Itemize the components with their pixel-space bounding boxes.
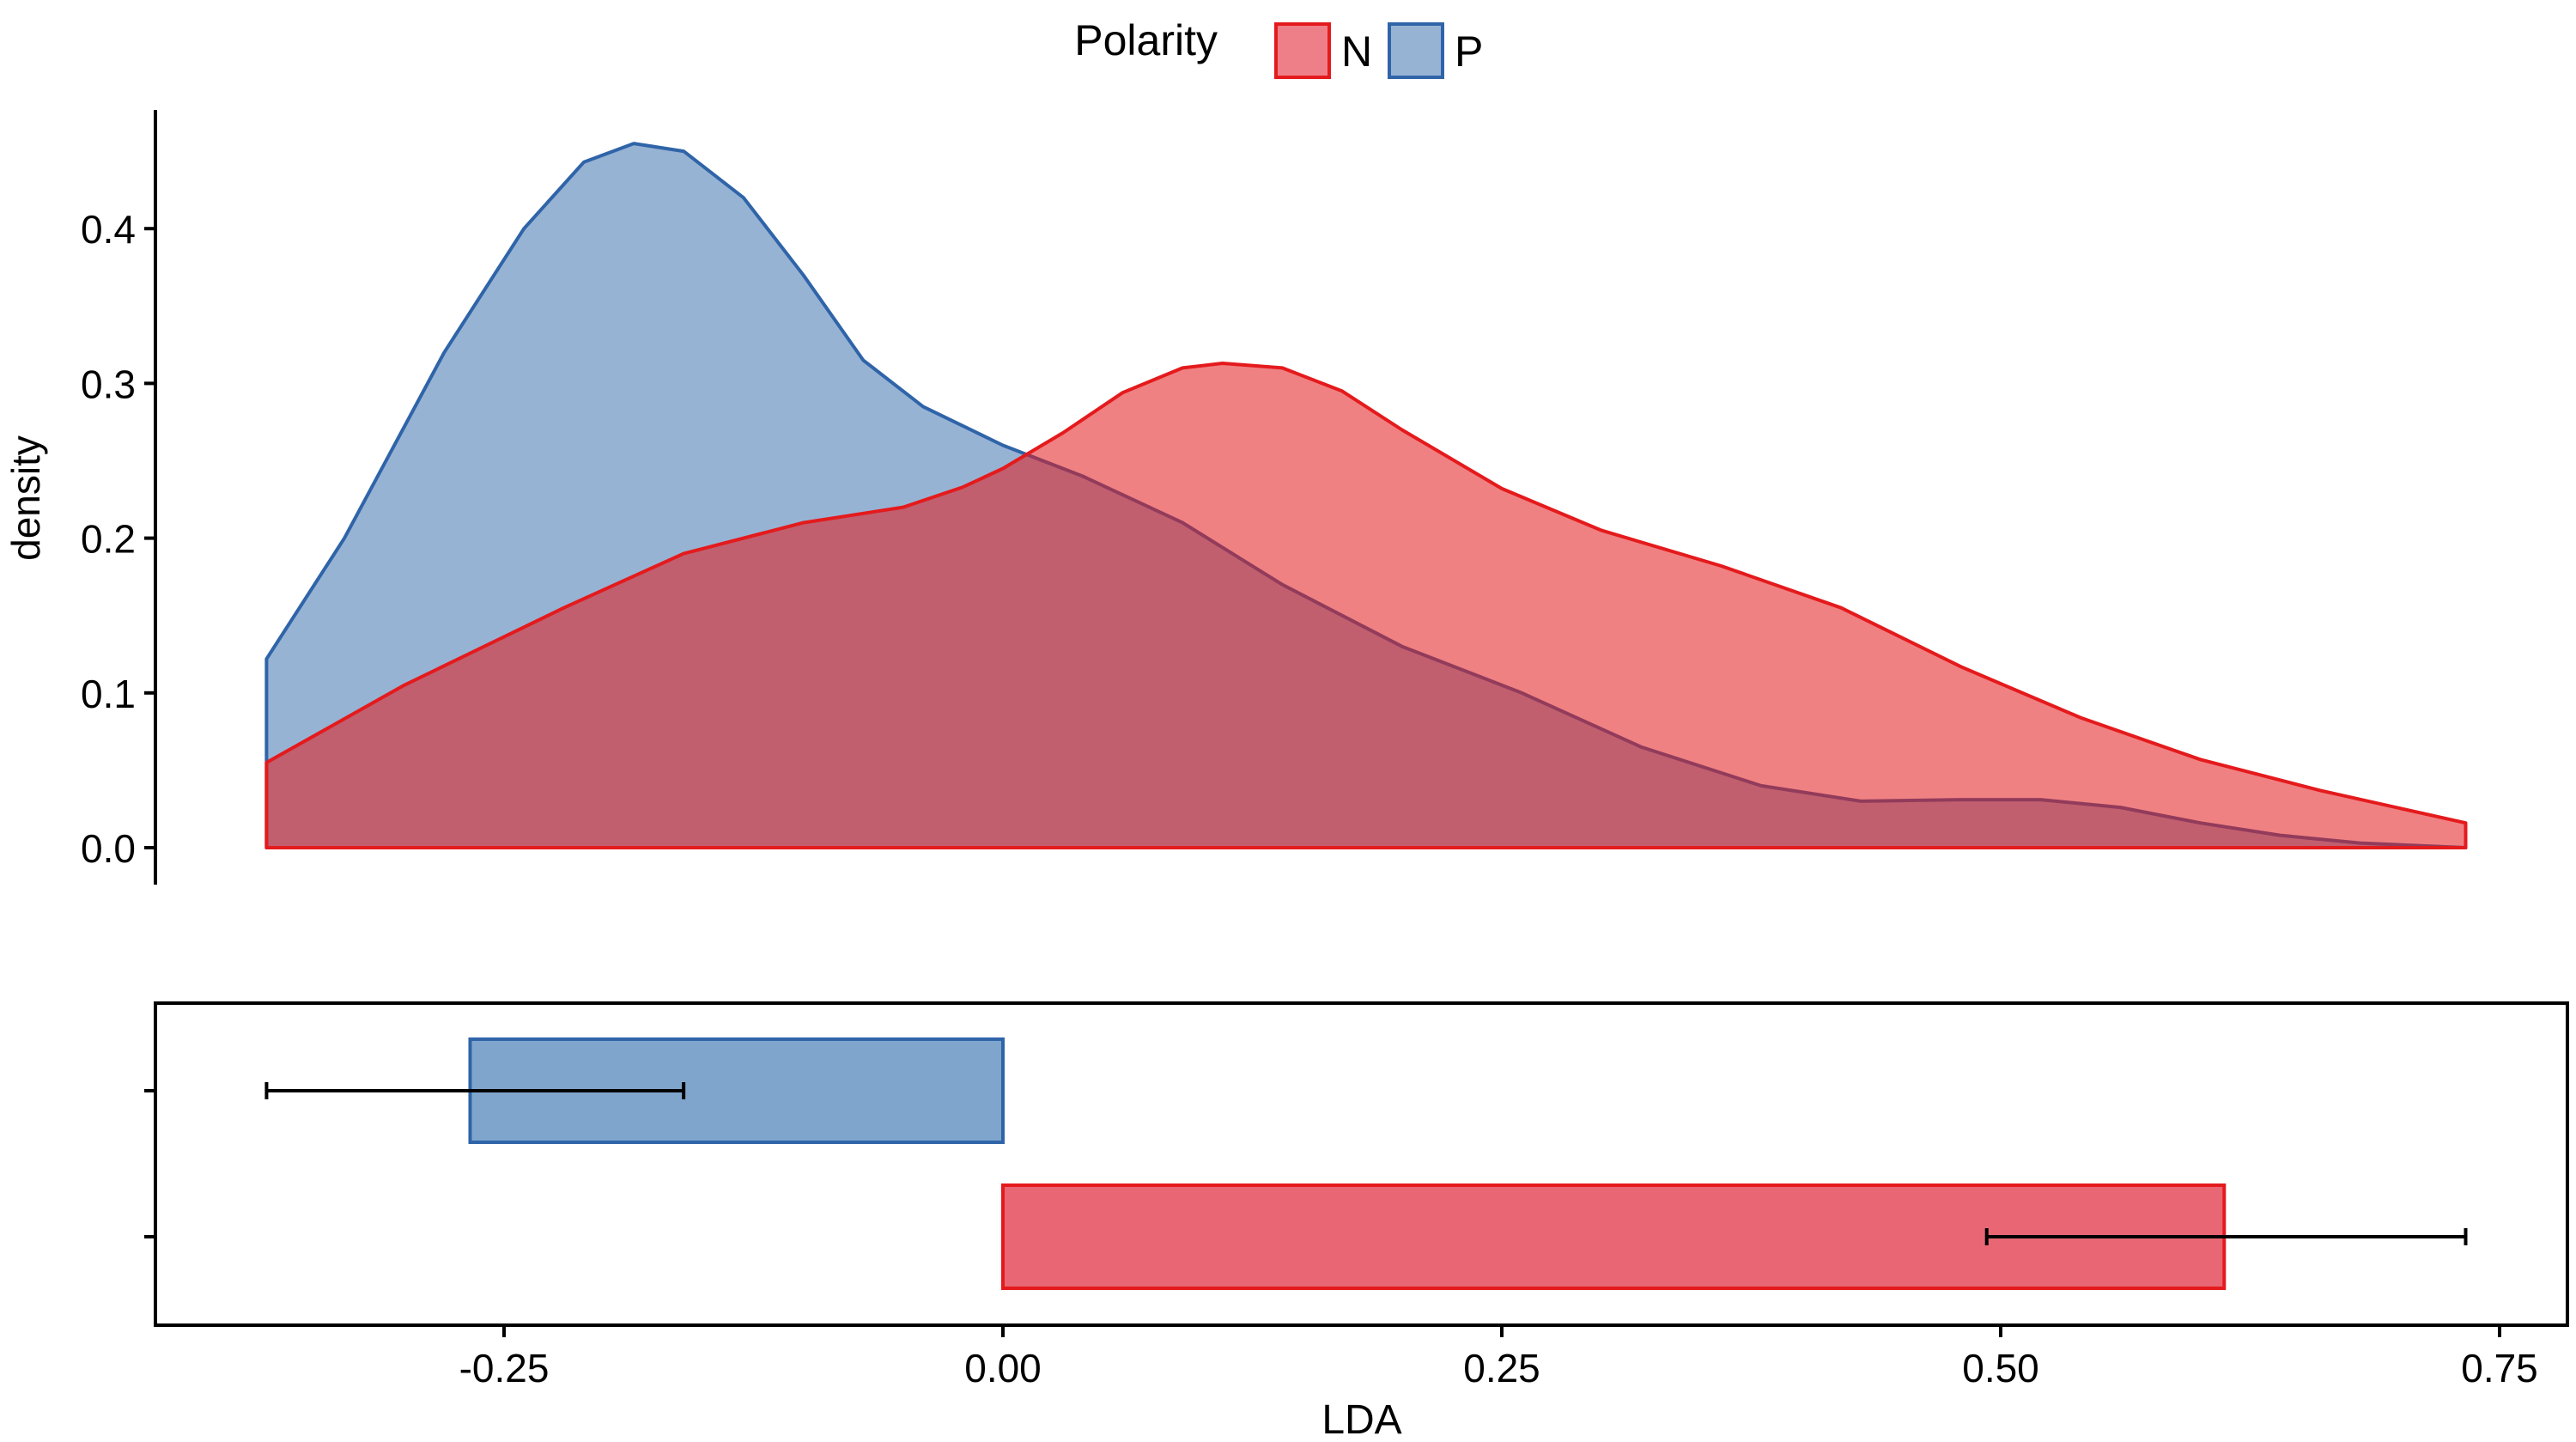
legend-key-p [1388, 22, 1444, 79]
bar-x-ticks: -0.25 0.00 0.25 0.50 0.75 [459, 1325, 2538, 1390]
density-y-tick-label: 0.2 [81, 517, 136, 562]
x-tick-label: 0.50 [1962, 1346, 2039, 1390]
bar-marks [264, 1037, 2468, 1290]
legend-label-p: P [1455, 27, 1483, 76]
density-area-n [264, 362, 2468, 849]
bar-y-ticks [144, 1089, 155, 1238]
density-y-tick-label: 0.0 [81, 826, 136, 871]
bar-x-axis-title: LDA [1321, 1397, 1401, 1442]
density-y-ticks: 0.0 0.1 0.2 0.3 0.4 [81, 207, 155, 871]
bar-panel: -0.25 0.00 0.25 0.50 0.75 LDA [144, 1001, 2569, 1442]
legend-key-n [1274, 22, 1331, 79]
density-y-axis-title: density [3, 435, 48, 561]
density-panel: 0.0 0.1 0.2 0.3 0.4 density [3, 110, 2468, 885]
density-y-tick-label: 0.3 [81, 362, 136, 406]
x-tick-label: 0.00 [964, 1346, 1042, 1390]
density-y-tick-label: 0.1 [81, 672, 136, 716]
bar-panel-frame [154, 1001, 2569, 1327]
density-y-tick-label: 0.4 [81, 207, 136, 252]
x-tick-label: -0.25 [459, 1346, 550, 1390]
density-areas [264, 142, 2468, 849]
legend-title: Polarity [1074, 16, 1218, 64]
legend-label-n: N [1341, 27, 1372, 76]
legend: Polarity N P [1074, 16, 1483, 79]
x-tick-label: 0.75 [2461, 1346, 2538, 1390]
x-tick-label: 0.25 [1463, 1346, 1540, 1390]
